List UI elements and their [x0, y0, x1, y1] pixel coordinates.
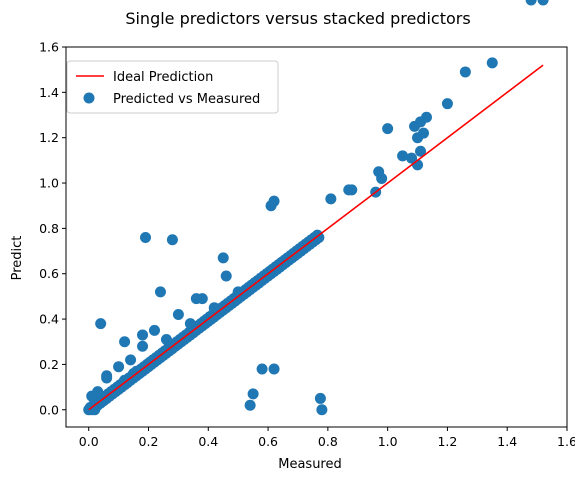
- scatter-point: [190, 293, 202, 305]
- legend: Ideal Prediction Predicted vs Measured: [66, 60, 279, 114]
- scatter-point: [128, 367, 140, 379]
- scatter-point: [268, 363, 280, 375]
- scatter-point: [316, 404, 328, 416]
- plot-content: [83, 0, 549, 416]
- x-tick-label: 0.6: [258, 434, 278, 449]
- x-tick-label: 0.8: [318, 434, 338, 449]
- plot-area: [65, 46, 568, 428]
- scatter-point: [137, 329, 149, 341]
- y-tick-label: 1.6: [39, 40, 59, 55]
- scatter-point: [125, 354, 137, 366]
- y-tick-label: 1.4: [39, 85, 59, 100]
- x-axis-label: Measured: [278, 457, 342, 472]
- scatter-point: [148, 324, 160, 336]
- scatter-point: [119, 336, 131, 348]
- scatter-point: [397, 150, 409, 162]
- scatter-point: [95, 318, 107, 330]
- scatter-point: [459, 66, 471, 78]
- y-tick-label: 0.8: [39, 221, 59, 236]
- scatter-point: [160, 333, 172, 345]
- x-tick-label: 0.0: [79, 434, 99, 449]
- x-tick-label: 0.2: [139, 434, 159, 449]
- scatter-point: [313, 231, 325, 243]
- scatter-point: [154, 286, 166, 298]
- scatter-point: [166, 234, 178, 246]
- scatter-point: [268, 195, 280, 207]
- scatter-point: [421, 111, 433, 123]
- scatter-point: [525, 0, 537, 6]
- scatter-point: [376, 173, 388, 185]
- scatter-point: [346, 184, 358, 196]
- legend-label-ideal: Ideal Prediction: [113, 70, 213, 85]
- scatter-point: [415, 145, 427, 157]
- y-axis-ticks: 0.0 0.2 0.4 0.6 0.8 1.0 1.2 1.4 1.6: [39, 40, 66, 417]
- legend-marker-swatch: [83, 92, 95, 104]
- x-axis-ticks: 0.0 0.2 0.4 0.6 0.8 1.0 1.2 1.4 1.6: [79, 427, 575, 449]
- scatter-point: [244, 399, 256, 411]
- y-tick-label: 0.6: [39, 266, 59, 281]
- scatter-point: [217, 252, 229, 264]
- y-tick-label: 0.2: [39, 357, 59, 372]
- scatter-point: [184, 318, 196, 330]
- scatter-point: [325, 193, 337, 205]
- scatter-point: [441, 98, 453, 110]
- y-axis-label: Predict: [10, 236, 25, 281]
- scatter-point: [220, 270, 232, 282]
- scatter-point: [101, 372, 113, 384]
- x-tick-label: 0.4: [198, 434, 218, 449]
- x-tick-label: 1.4: [497, 434, 517, 449]
- scatter-point: [140, 231, 152, 243]
- scatter-point: [247, 388, 259, 400]
- x-tick-label: 1.6: [557, 434, 575, 449]
- scatter-point: [486, 57, 498, 69]
- scatter-point: [137, 340, 149, 352]
- y-tick-label: 1.0: [39, 176, 59, 191]
- ideal-prediction-line: [88, 64, 544, 411]
- legend-box: [66, 60, 279, 114]
- y-tick-label: 1.2: [39, 130, 59, 145]
- y-tick-label: 0.0: [39, 402, 59, 417]
- scatter-point: [208, 302, 220, 314]
- scatter-point: [113, 361, 125, 373]
- x-tick-label: 1.0: [378, 434, 398, 449]
- scatter-point: [418, 127, 430, 139]
- scatter-point: [314, 392, 326, 404]
- y-tick-label: 0.4: [39, 312, 59, 327]
- scatter-point: [382, 123, 394, 135]
- scatter-point: [537, 0, 549, 6]
- legend-label-points: Predicted vs Measured: [113, 92, 260, 107]
- x-tick-label: 1.2: [437, 434, 457, 449]
- scatter-point: [256, 363, 268, 375]
- scatter-point: [92, 386, 104, 398]
- chart-title: Single predictors versus stacked predict…: [125, 9, 470, 28]
- scatter-point: [119, 374, 131, 386]
- scatter-point: [172, 309, 184, 321]
